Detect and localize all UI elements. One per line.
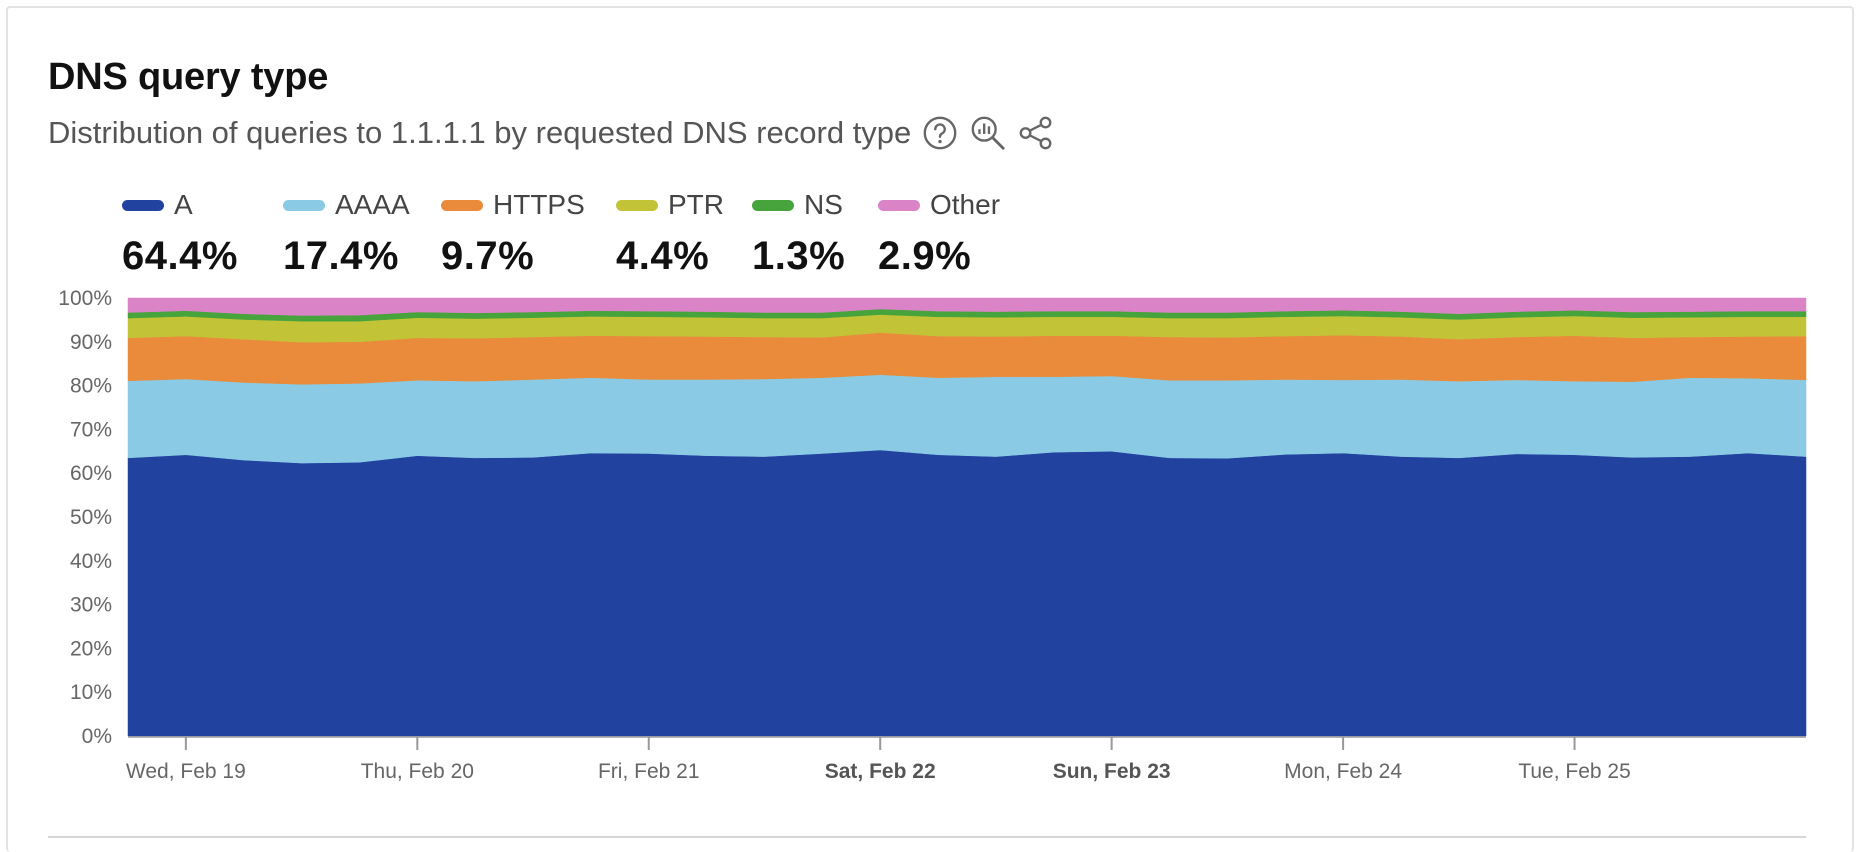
y-tick-label: 30% xyxy=(70,594,112,617)
chart-zoom-icon[interactable] xyxy=(969,114,1007,152)
chart-legend: A 64.4% AAAA 17.4% HTTPS 9.7% PTR 4.4% N… xyxy=(122,188,1018,279)
legend-item-a[interactable]: A 64.4% xyxy=(122,188,283,279)
legend-value-other: 2.9% xyxy=(878,234,972,278)
legend-label-aaaa: AAAA xyxy=(335,189,410,220)
area-series-other xyxy=(127,297,1807,316)
y-tick-label: 20% xyxy=(70,637,112,660)
legend-value-a: 64.4% xyxy=(122,234,238,278)
chart-title: DNS query type xyxy=(48,56,329,98)
legend-item-ptr[interactable]: PTR 4.4% xyxy=(616,188,752,279)
x-tick-label: Mon, Feb 24 xyxy=(1284,760,1402,783)
y-tick-label: 70% xyxy=(70,418,112,441)
legend-swatch-aaaa xyxy=(283,199,325,211)
legend-swatch-https xyxy=(441,199,483,211)
legend-swatch-other xyxy=(878,199,920,211)
legend-item-ns[interactable]: NS 1.3% xyxy=(752,188,878,279)
legend-label-a: A xyxy=(174,189,193,220)
legend-item-https[interactable]: HTTPS 9.7% xyxy=(441,188,616,279)
legend-swatch-ns xyxy=(752,199,794,211)
x-tick-label: Wed, Feb 19 xyxy=(126,760,246,783)
legend-label-https: HTTPS xyxy=(493,189,585,220)
x-tick-label: Tue, Feb 25 xyxy=(1518,760,1630,783)
legend-label-ptr: PTR xyxy=(668,189,724,220)
legend-swatch-ptr xyxy=(616,199,658,211)
y-tick-label: 80% xyxy=(70,375,112,398)
y-tick-label: 100% xyxy=(58,287,112,310)
legend-swatch-a xyxy=(122,199,164,211)
x-tick-label: Fri, Feb 21 xyxy=(598,760,700,783)
legend-value-aaaa: 17.4% xyxy=(283,234,399,278)
x-tick-label: Sun, Feb 23 xyxy=(1053,760,1171,783)
legend-value-https: 9.7% xyxy=(441,234,535,278)
x-tick-label: Sat, Feb 22 xyxy=(825,760,936,783)
legend-item-aaaa[interactable]: AAAA 17.4% xyxy=(283,188,441,279)
share-icon[interactable] xyxy=(1017,114,1055,152)
y-tick-label: 40% xyxy=(70,550,112,573)
subtitle-row: Distribution of queries to 1.1.1.1 by re… xyxy=(48,114,1055,152)
help-circle-icon[interactable] xyxy=(921,114,959,152)
y-tick-label: 60% xyxy=(70,462,112,485)
legend-label-other: Other xyxy=(930,189,1001,220)
x-tick-label: Thu, Feb 20 xyxy=(361,760,474,783)
y-tick-label: 0% xyxy=(82,725,112,748)
legend-label-ns: NS xyxy=(804,189,843,220)
chart-subtitle: Distribution of queries to 1.1.1.1 by re… xyxy=(48,115,912,150)
y-tick-label: 50% xyxy=(70,506,112,529)
y-tick-label: 10% xyxy=(70,681,112,704)
legend-value-ns: 1.3% xyxy=(752,234,846,278)
y-tick-label: 90% xyxy=(70,331,112,354)
area-series-a xyxy=(127,449,1807,737)
legend-item-other[interactable]: Other 2.9% xyxy=(878,188,1018,279)
area-series-aaaa xyxy=(127,374,1807,464)
legend-value-ptr: 4.4% xyxy=(616,234,710,278)
